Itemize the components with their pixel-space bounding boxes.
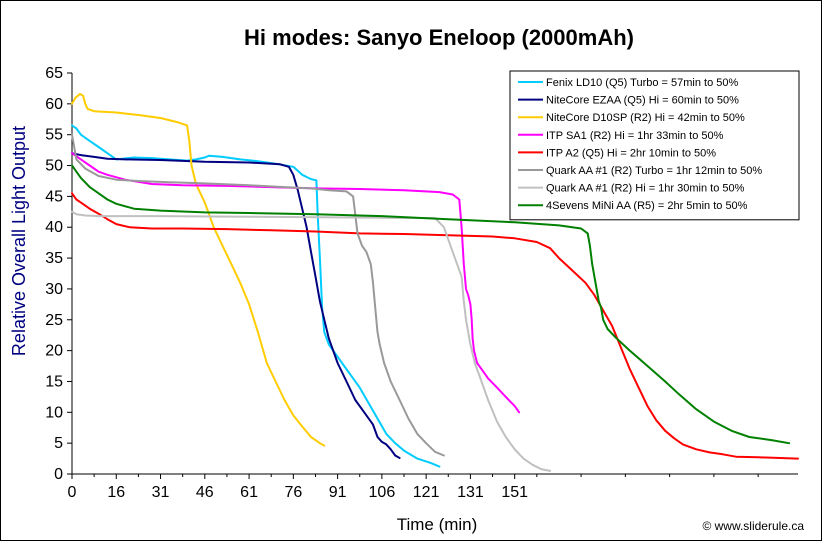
- series-line-5: [71, 133, 445, 457]
- legend-box: [509, 70, 800, 221]
- y-tick-label: 25: [45, 312, 63, 329]
- series-line-6: [71, 210, 552, 472]
- y-tick-label: 10: [45, 404, 63, 421]
- y-tick-label: 45: [45, 188, 63, 205]
- y-tick-label: 55: [45, 127, 63, 144]
- x-tick-label: 0: [68, 484, 77, 501]
- x-tick-label: 106: [369, 484, 396, 501]
- x-tick-label: 91: [329, 484, 347, 501]
- legend-entry: NiteCore D10SP (R2) Hi = 42min to 50%: [546, 112, 745, 124]
- y-tick-label: 20: [45, 343, 63, 360]
- legend: Fenix LD10 (Q5) Turbo = 57min to 50% Nite…: [509, 70, 800, 221]
- series-line-1: [71, 152, 401, 459]
- y-tick-label: 30: [45, 281, 63, 298]
- x-tick-label: 151: [501, 484, 528, 501]
- x-tick-label: 121: [413, 484, 440, 501]
- y-axis-label: Relative Overall Light Output: [9, 126, 29, 356]
- x-tick-label: 61: [240, 484, 258, 501]
- chart-title: Hi modes: Sanyo Eneloop (2000mAh): [244, 25, 634, 50]
- x-tick-label: 131: [457, 484, 484, 501]
- x-tick-label: 16: [107, 484, 125, 501]
- legend-entry: 4Sevens MiNi AA (R5) = 2hr 5min to 50%: [546, 200, 748, 212]
- legend-entry: ITP SA1 (R2) Hi = 1hr 33min to 50%: [546, 130, 724, 142]
- y-tick-label: 35: [45, 250, 63, 267]
- legend-entry: ITP A2 (Q5) Hi = 2hr 10min to 50%: [546, 147, 716, 159]
- series-line-7: [71, 164, 791, 445]
- y-tick-label: 65: [45, 65, 63, 82]
- legend-entry: Quark AA #1 (R2) Turbo = 1hr 12min to 50…: [546, 165, 762, 177]
- legend-entry: NiteCore EZAA (Q5) Hi = 60min to 50%: [546, 95, 739, 107]
- x-tick-label: 31: [152, 484, 170, 501]
- y-tick-label: 50: [45, 158, 63, 175]
- y-tick-label: 60: [45, 96, 63, 113]
- y-tick-label: 0: [54, 466, 63, 483]
- y-tick-label: 40: [45, 219, 63, 236]
- y-tick-label: 5: [54, 435, 63, 452]
- series-line-4: [71, 192, 799, 460]
- series-line-2: [71, 93, 326, 447]
- series-lines: [71, 93, 799, 472]
- x-tick-label: 46: [196, 484, 214, 501]
- y-tick-label: 15: [45, 373, 63, 390]
- legend-entry: Quark AA #1 (R2) Hi = 1hr 30min to 50%: [546, 183, 745, 195]
- legend-entry: Fenix LD10 (Q5) Turbo = 57min to 50%: [546, 77, 739, 89]
- credit-text: © www.sliderule.ca: [702, 519, 804, 533]
- x-tick-label: 76: [284, 484, 302, 501]
- x-axis-label: Time (min): [397, 515, 478, 534]
